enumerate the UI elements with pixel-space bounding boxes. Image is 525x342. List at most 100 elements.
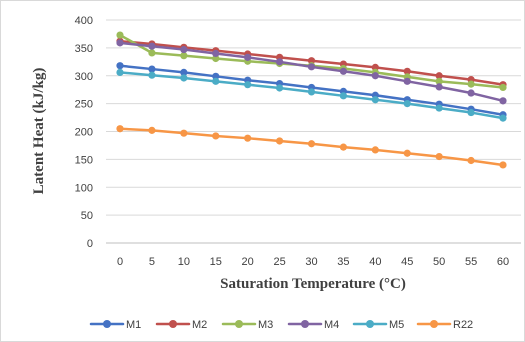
data-point bbox=[275, 84, 284, 92]
series-r22 bbox=[116, 125, 507, 169]
legend-item-m2: M2 bbox=[155, 319, 207, 331]
series-m4 bbox=[116, 39, 507, 105]
data-point bbox=[371, 63, 379, 71]
data-point bbox=[212, 54, 220, 63]
legend-item-r22: R22 bbox=[416, 319, 473, 331]
y-tick-labels: 0 50 100 150 200 250 300 350 400 bbox=[75, 15, 93, 250]
x-tick-label: 45 bbox=[401, 256, 413, 268]
data-point bbox=[499, 83, 507, 92]
y-tick-label: 100 bbox=[75, 182, 93, 194]
legend-label: R22 bbox=[453, 319, 473, 331]
data-point bbox=[467, 80, 475, 88]
series-m5 bbox=[116, 68, 507, 122]
data-point bbox=[435, 83, 443, 91]
data-point bbox=[307, 57, 316, 65]
x-tick-label: 0 bbox=[117, 256, 123, 268]
data-point bbox=[275, 137, 284, 145]
data-point bbox=[116, 68, 124, 77]
x-tick-label: 5 bbox=[149, 256, 155, 268]
data-point bbox=[148, 49, 156, 57]
legend-label: M2 bbox=[192, 319, 207, 331]
data-point bbox=[244, 81, 252, 89]
legend-swatch-marker bbox=[430, 320, 438, 328]
x-tick-label: 60 bbox=[497, 256, 509, 268]
data-point bbox=[467, 108, 475, 117]
data-point bbox=[116, 62, 124, 70]
data-point bbox=[180, 74, 188, 82]
x-tick-label: 30 bbox=[305, 256, 317, 268]
legend-item-m1: M1 bbox=[89, 319, 141, 331]
data-point bbox=[435, 152, 443, 161]
x-tick-label: 55 bbox=[465, 256, 477, 268]
data-point bbox=[435, 104, 443, 112]
y-tick-label: 0 bbox=[87, 238, 93, 250]
y-tick-label: 300 bbox=[75, 71, 93, 83]
data-point bbox=[435, 72, 443, 80]
data-point bbox=[371, 72, 379, 80]
y-tick-label: 150 bbox=[75, 154, 93, 166]
legend-swatch-marker bbox=[301, 320, 309, 328]
legend: M1 M2 M3 M4 M5 R22 bbox=[89, 319, 473, 331]
data-point bbox=[148, 65, 156, 73]
data-point bbox=[244, 134, 252, 142]
data-point bbox=[403, 149, 411, 157]
y-tick-label: 400 bbox=[75, 15, 93, 27]
data-point bbox=[403, 77, 411, 85]
data-point bbox=[467, 89, 475, 97]
data-point bbox=[244, 53, 252, 61]
legend-label: M4 bbox=[324, 319, 339, 331]
y-axis-title: Latent Heat (kJ/kg) bbox=[31, 68, 47, 195]
legend-item-m3: M3 bbox=[221, 319, 273, 331]
data-point bbox=[339, 67, 348, 75]
legend-label: M1 bbox=[126, 319, 141, 331]
y-tick-label: 50 bbox=[81, 210, 93, 222]
data-point bbox=[180, 45, 188, 54]
x-tick-label: 10 bbox=[178, 256, 190, 268]
data-point bbox=[467, 156, 475, 165]
series-layer bbox=[116, 31, 507, 169]
data-point bbox=[499, 97, 507, 105]
data-point bbox=[339, 143, 348, 151]
data-point bbox=[116, 39, 124, 47]
data-point bbox=[403, 100, 411, 108]
data-point bbox=[371, 146, 379, 154]
data-point bbox=[339, 92, 348, 100]
data-point bbox=[499, 114, 507, 122]
data-point bbox=[435, 77, 443, 85]
x-tick-label: 15 bbox=[210, 256, 222, 268]
data-point bbox=[148, 42, 156, 50]
data-point bbox=[180, 52, 188, 60]
y-tick-label: 250 bbox=[75, 99, 93, 111]
legend-label: M3 bbox=[258, 319, 273, 331]
legend-item-m4: M4 bbox=[287, 319, 339, 331]
x-axis-title: Saturation Temperature (°C) bbox=[220, 276, 406, 292]
data-point bbox=[116, 31, 124, 39]
data-point bbox=[275, 58, 284, 66]
data-point bbox=[212, 132, 220, 140]
data-point bbox=[499, 161, 507, 169]
data-point bbox=[212, 77, 220, 85]
data-point bbox=[180, 129, 188, 137]
legend-swatch-marker bbox=[235, 320, 243, 328]
x-tick-label: 50 bbox=[433, 256, 445, 268]
legend-swatch-marker bbox=[169, 320, 177, 328]
data-point bbox=[307, 140, 316, 148]
data-point bbox=[116, 125, 124, 133]
data-point bbox=[212, 49, 220, 58]
data-point bbox=[403, 67, 411, 75]
y-tick-label: 350 bbox=[75, 43, 93, 55]
data-point bbox=[148, 126, 156, 134]
data-point bbox=[180, 68, 188, 77]
legend-item-m5: M5 bbox=[352, 319, 404, 331]
legend-swatch-marker bbox=[103, 320, 111, 328]
x-tick-label: 20 bbox=[242, 256, 254, 268]
x-tick-label: 25 bbox=[273, 256, 285, 268]
data-point bbox=[371, 96, 379, 104]
x-tick-label: 35 bbox=[337, 256, 349, 268]
x-tick-label: 40 bbox=[369, 256, 381, 268]
data-point bbox=[307, 63, 316, 71]
legend-label: M5 bbox=[389, 319, 404, 331]
data-point bbox=[212, 72, 220, 80]
